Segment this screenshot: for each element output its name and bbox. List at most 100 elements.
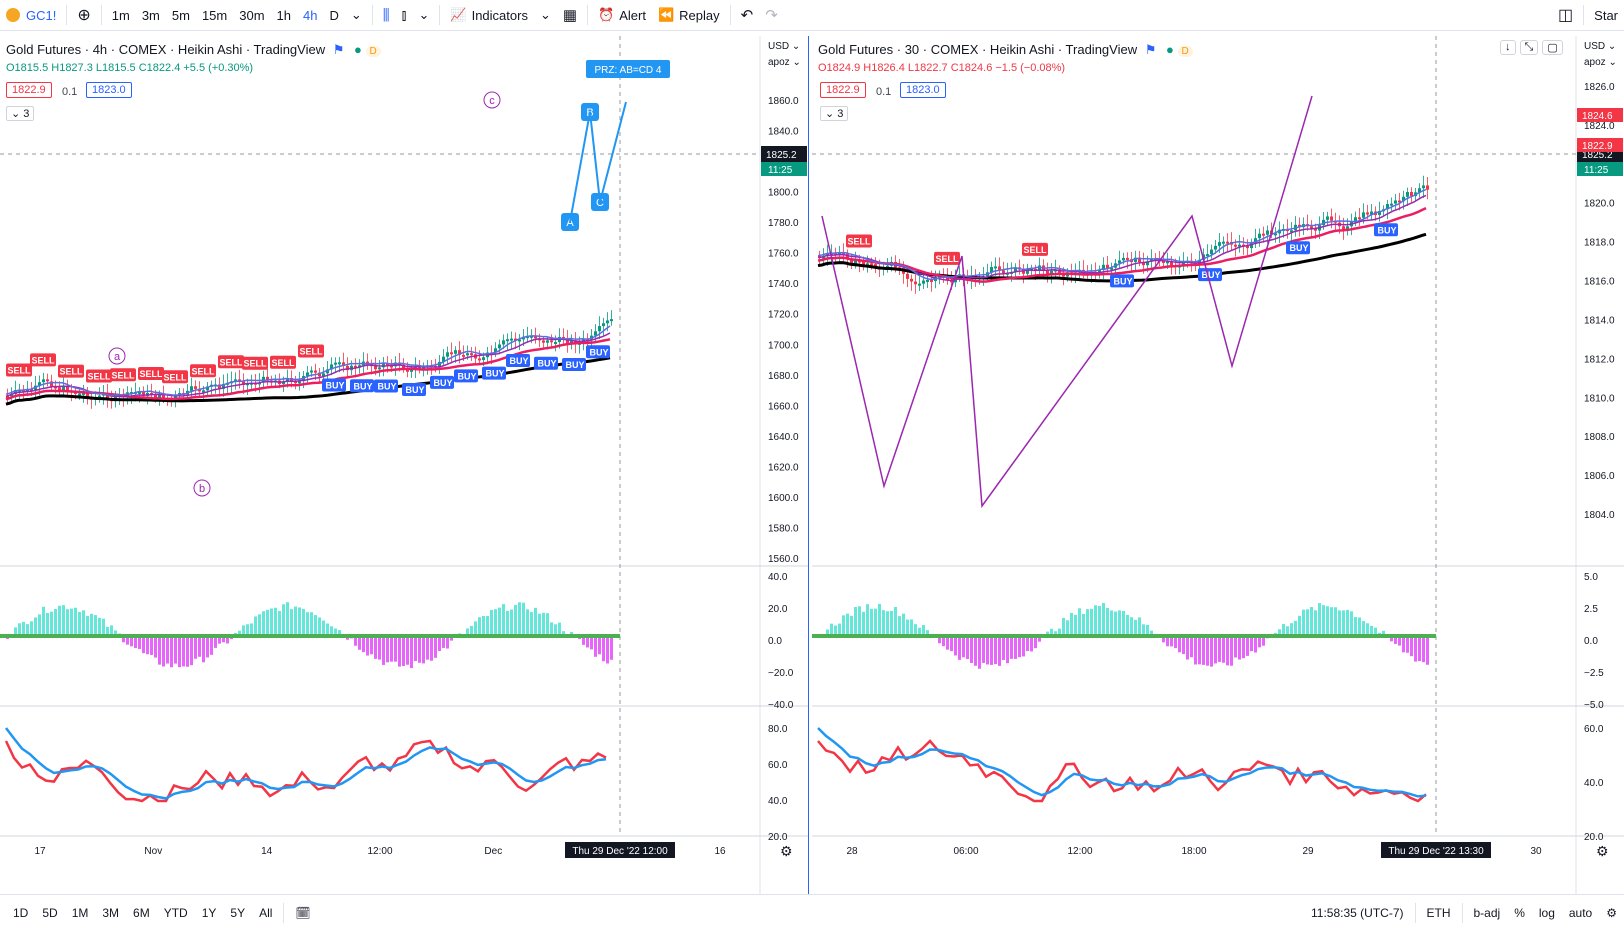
right-bid-price[interactable]: 1822.9 <box>820 82 866 98</box>
range-1m[interactable]: 1M <box>65 906 96 920</box>
maximize-pane-icon[interactable]: ▢ <box>1542 40 1562 55</box>
histogram-bar <box>1182 636 1185 654</box>
histogram-bar <box>282 604 285 636</box>
settings-button[interactable]: ⚙ <box>1599 906 1624 920</box>
interval-30m[interactable]: 30m <box>233 0 270 30</box>
histogram-bar <box>306 612 309 636</box>
left-chart-panel[interactable]: USD ⌄apoz ⌄1860.01840.01820.01800.01780.… <box>0 36 809 894</box>
histogram-bar <box>558 623 561 636</box>
time-tick-label: 17 <box>34 846 46 857</box>
histogram-bar <box>550 622 553 636</box>
interval-5m[interactable]: 5m <box>166 0 196 30</box>
candle-body <box>310 370 313 372</box>
interval-D[interactable]: D <box>323 0 344 30</box>
bar-type-button[interactable]: ⫾ <box>396 0 413 30</box>
interval-15m[interactable]: 15m <box>196 0 233 30</box>
interval-dropdown[interactable]: ⌄ <box>345 0 368 30</box>
templates-dropdown[interactable]: ⌄ <box>534 0 557 30</box>
interval-3m[interactable]: 3m <box>136 0 166 30</box>
histogram-bar <box>1074 615 1077 636</box>
compare-symbol-button[interactable]: ⊕ <box>71 0 96 30</box>
histogram-bar <box>430 636 433 661</box>
histogram-bar <box>890 611 893 636</box>
back-adjust-toggle[interactable]: b-adj <box>1467 906 1508 920</box>
histogram-bar <box>1302 610 1305 636</box>
range-all[interactable]: All <box>252 906 279 920</box>
osc-tick-label: −5.0 <box>1584 700 1604 711</box>
histogram-bar <box>886 611 889 636</box>
left-ask-price[interactable]: 1823.0 <box>86 82 132 98</box>
time-tick-label: 29 <box>1302 846 1314 857</box>
range-6m[interactable]: 6M <box>126 906 157 920</box>
undo-button[interactable]: ↶ <box>735 0 760 30</box>
move-down-icon[interactable]: ↓ <box>1500 40 1516 55</box>
left-indicators-collapse[interactable]: ⌄ 3 <box>6 106 34 121</box>
divider <box>283 903 284 923</box>
right-chart-title[interactable]: Gold Futures · 30 · COMEX · Heikin Ashi … <box>818 42 1193 58</box>
candle-body <box>1326 216 1329 219</box>
indicators-button[interactable]: 📈 Indicators <box>444 0 534 30</box>
histogram-bar <box>50 612 53 636</box>
right-chart-panel[interactable]: USD ⌄apoz ⌄1826.01824.01822.01820.01818.… <box>812 36 1624 894</box>
range-1y[interactable]: 1Y <box>195 906 224 920</box>
range-3m[interactable]: 3M <box>95 906 126 920</box>
layout-split-button[interactable]: ◫ <box>1552 0 1579 30</box>
replay-button[interactable]: ⏪ Replay <box>652 0 726 30</box>
price-tick-label: 1840.0 <box>768 127 799 138</box>
interval-1m[interactable]: 1m <box>106 0 136 30</box>
histogram-bar <box>1314 610 1317 636</box>
histogram-bar <box>1422 636 1425 662</box>
right-chart-canvas[interactable]: USD ⌄apoz ⌄1826.01824.01822.01820.01818.… <box>812 36 1624 894</box>
clock-timezone[interactable]: 11:58:35 (UTC-7) <box>1304 906 1410 920</box>
signal-text: BUY <box>457 371 476 381</box>
histogram-bar <box>1198 636 1201 664</box>
histogram-bar <box>1094 605 1097 636</box>
auto-scale-toggle[interactable]: auto <box>1562 906 1599 920</box>
range-1d[interactable]: 1D <box>6 906 35 920</box>
cursor-time-label: Thu 29 Dec '22 13:30 <box>1388 846 1484 857</box>
price-tick-label: 1780.0 <box>768 218 799 229</box>
histogram-bar <box>1202 636 1205 665</box>
histogram-bar <box>1214 636 1217 663</box>
range-5y[interactable]: 5Y <box>223 906 252 920</box>
right-title-text: Gold Futures · 30 · COMEX · Heikin Ashi … <box>818 42 1137 57</box>
percent-scale-toggle[interactable]: % <box>1507 906 1532 920</box>
range-ytd[interactable]: YTD <box>157 906 195 920</box>
histogram-bar <box>1426 636 1429 665</box>
candles-icon: ⫼ <box>383 7 390 24</box>
histogram-bar <box>602 636 605 661</box>
session-toggle[interactable]: ETH <box>1420 906 1458 920</box>
symbol-search[interactable]: GC1! <box>0 0 62 30</box>
interval-1h[interactable]: 1h <box>271 0 297 30</box>
scale-name-label: apoz ⌄ <box>1584 57 1617 68</box>
histogram-bar <box>142 636 145 653</box>
collapse-pane-icon[interactable]: ⤡ <box>1520 40 1539 55</box>
interval-4h[interactable]: 4h <box>297 0 323 30</box>
left-bid-price[interactable]: 1822.9 <box>6 82 52 98</box>
histogram-bar <box>418 636 421 663</box>
histogram-bar <box>86 616 89 636</box>
log-scale-toggle[interactable]: log <box>1532 906 1562 920</box>
redo-button[interactable]: ↷ <box>759 0 784 30</box>
time-tick-label: Dec <box>484 846 502 857</box>
date-range-button[interactable]: 🗓 <box>288 906 317 920</box>
price-tick-label: 1680.0 <box>768 371 799 382</box>
left-chart-title[interactable]: Gold Futures · 4h · COMEX · Heikin Ashi … <box>6 42 381 58</box>
wave-label: c <box>489 95 495 107</box>
flag-icon: ⚑ <box>333 42 345 57</box>
histogram-bar <box>386 636 389 662</box>
price-tick-label: 1808.0 <box>1584 432 1615 443</box>
right-indicators-collapse[interactable]: ⌄ 3 <box>820 106 848 121</box>
candle-body <box>546 340 549 342</box>
histogram-bar <box>1250 636 1253 651</box>
histogram-bar <box>438 636 441 651</box>
left-chart-canvas[interactable]: USD ⌄apoz ⌄1860.01840.01820.01800.01780.… <box>0 36 808 894</box>
right-ask-price[interactable]: 1823.0 <box>900 82 946 98</box>
star-button[interactable]: Star <box>1588 0 1624 30</box>
layout-button[interactable]: ▦ <box>557 0 583 30</box>
histogram-bar <box>538 614 541 636</box>
range-5d[interactable]: 5D <box>35 906 64 920</box>
chart-type-button[interactable]: ⫼ <box>377 0 396 30</box>
alert-button[interactable]: ⏰ Alert <box>592 0 652 30</box>
chart-type-dropdown[interactable]: ⌄ <box>412 0 435 30</box>
